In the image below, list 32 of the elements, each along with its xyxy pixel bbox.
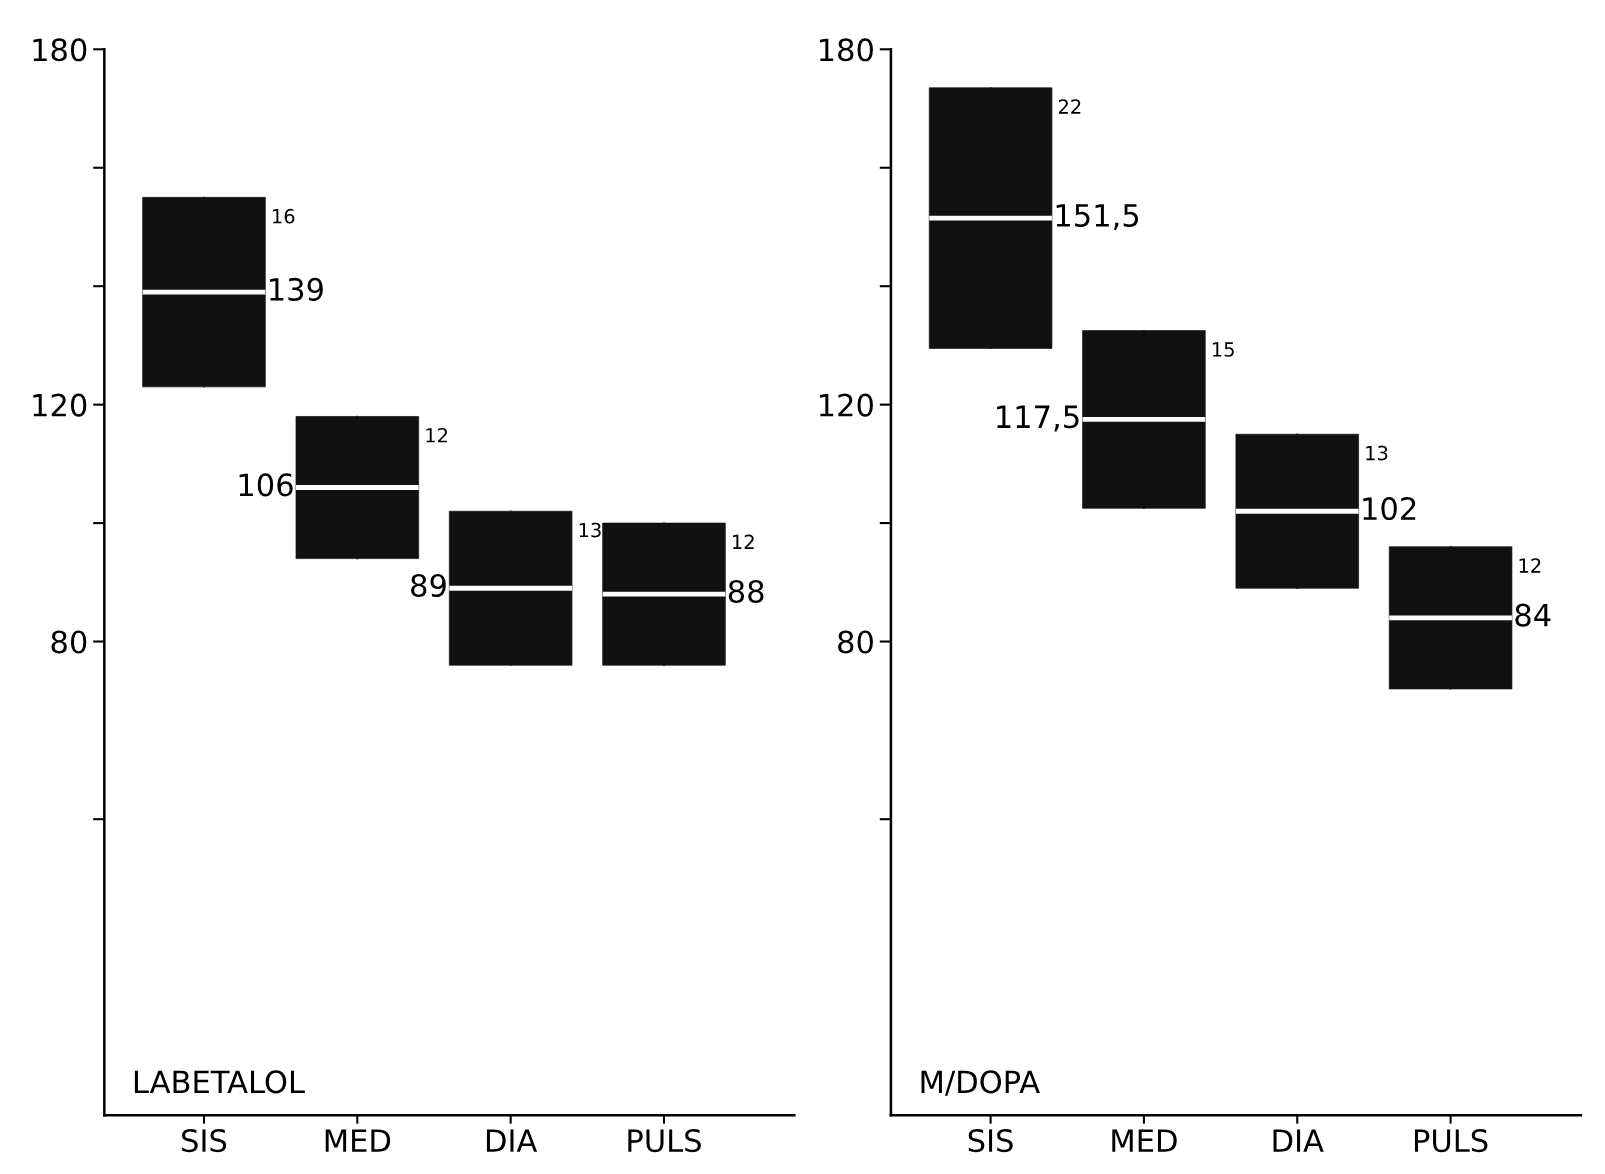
annotation: 22 [1058, 99, 1081, 114]
annotation: 139 [270, 277, 323, 301]
text: M/DOPA [921, 1070, 1040, 1096]
y-tick-label: 120 [33, 393, 87, 417]
text: LABETALOL [134, 1070, 305, 1094]
x-tick-label: DIA [1273, 1129, 1324, 1152]
y-tick-label: 120 [819, 393, 873, 417]
annotation: 102 [1363, 496, 1416, 521]
x-tick-label: PULS [628, 1129, 701, 1153]
y-tick-label: 80 [51, 630, 87, 654]
x-tick-label: SIS [968, 1129, 1013, 1153]
y-tick-label: 180 [819, 38, 873, 62]
y-tick-label: 80 [838, 630, 873, 654]
annotation: 88 [728, 579, 764, 604]
annotation: 13 [1366, 445, 1388, 461]
y-tick-label: 180 [33, 38, 87, 62]
annotation: 13 [579, 522, 601, 538]
x-tick-label: DIA [486, 1129, 538, 1152]
annotation: 12 [426, 427, 448, 443]
x-tick-label: MED [325, 1129, 391, 1152]
annotation: 15 [1212, 342, 1234, 357]
x-tick-label: PULS [1414, 1129, 1488, 1153]
annotation: 12 [1519, 558, 1541, 573]
x-tick-label: SIS [182, 1129, 227, 1153]
annotation: 89 [411, 573, 446, 598]
annotation: 84 [1515, 603, 1551, 627]
annotation: 106 [239, 473, 293, 497]
annotation: 151,5 [1056, 204, 1139, 231]
x-tick-label: MED [1112, 1129, 1177, 1152]
annotation: 16 [273, 208, 295, 224]
annotation: 117,5 [997, 405, 1079, 432]
annotation: 12 [733, 534, 754, 549]
